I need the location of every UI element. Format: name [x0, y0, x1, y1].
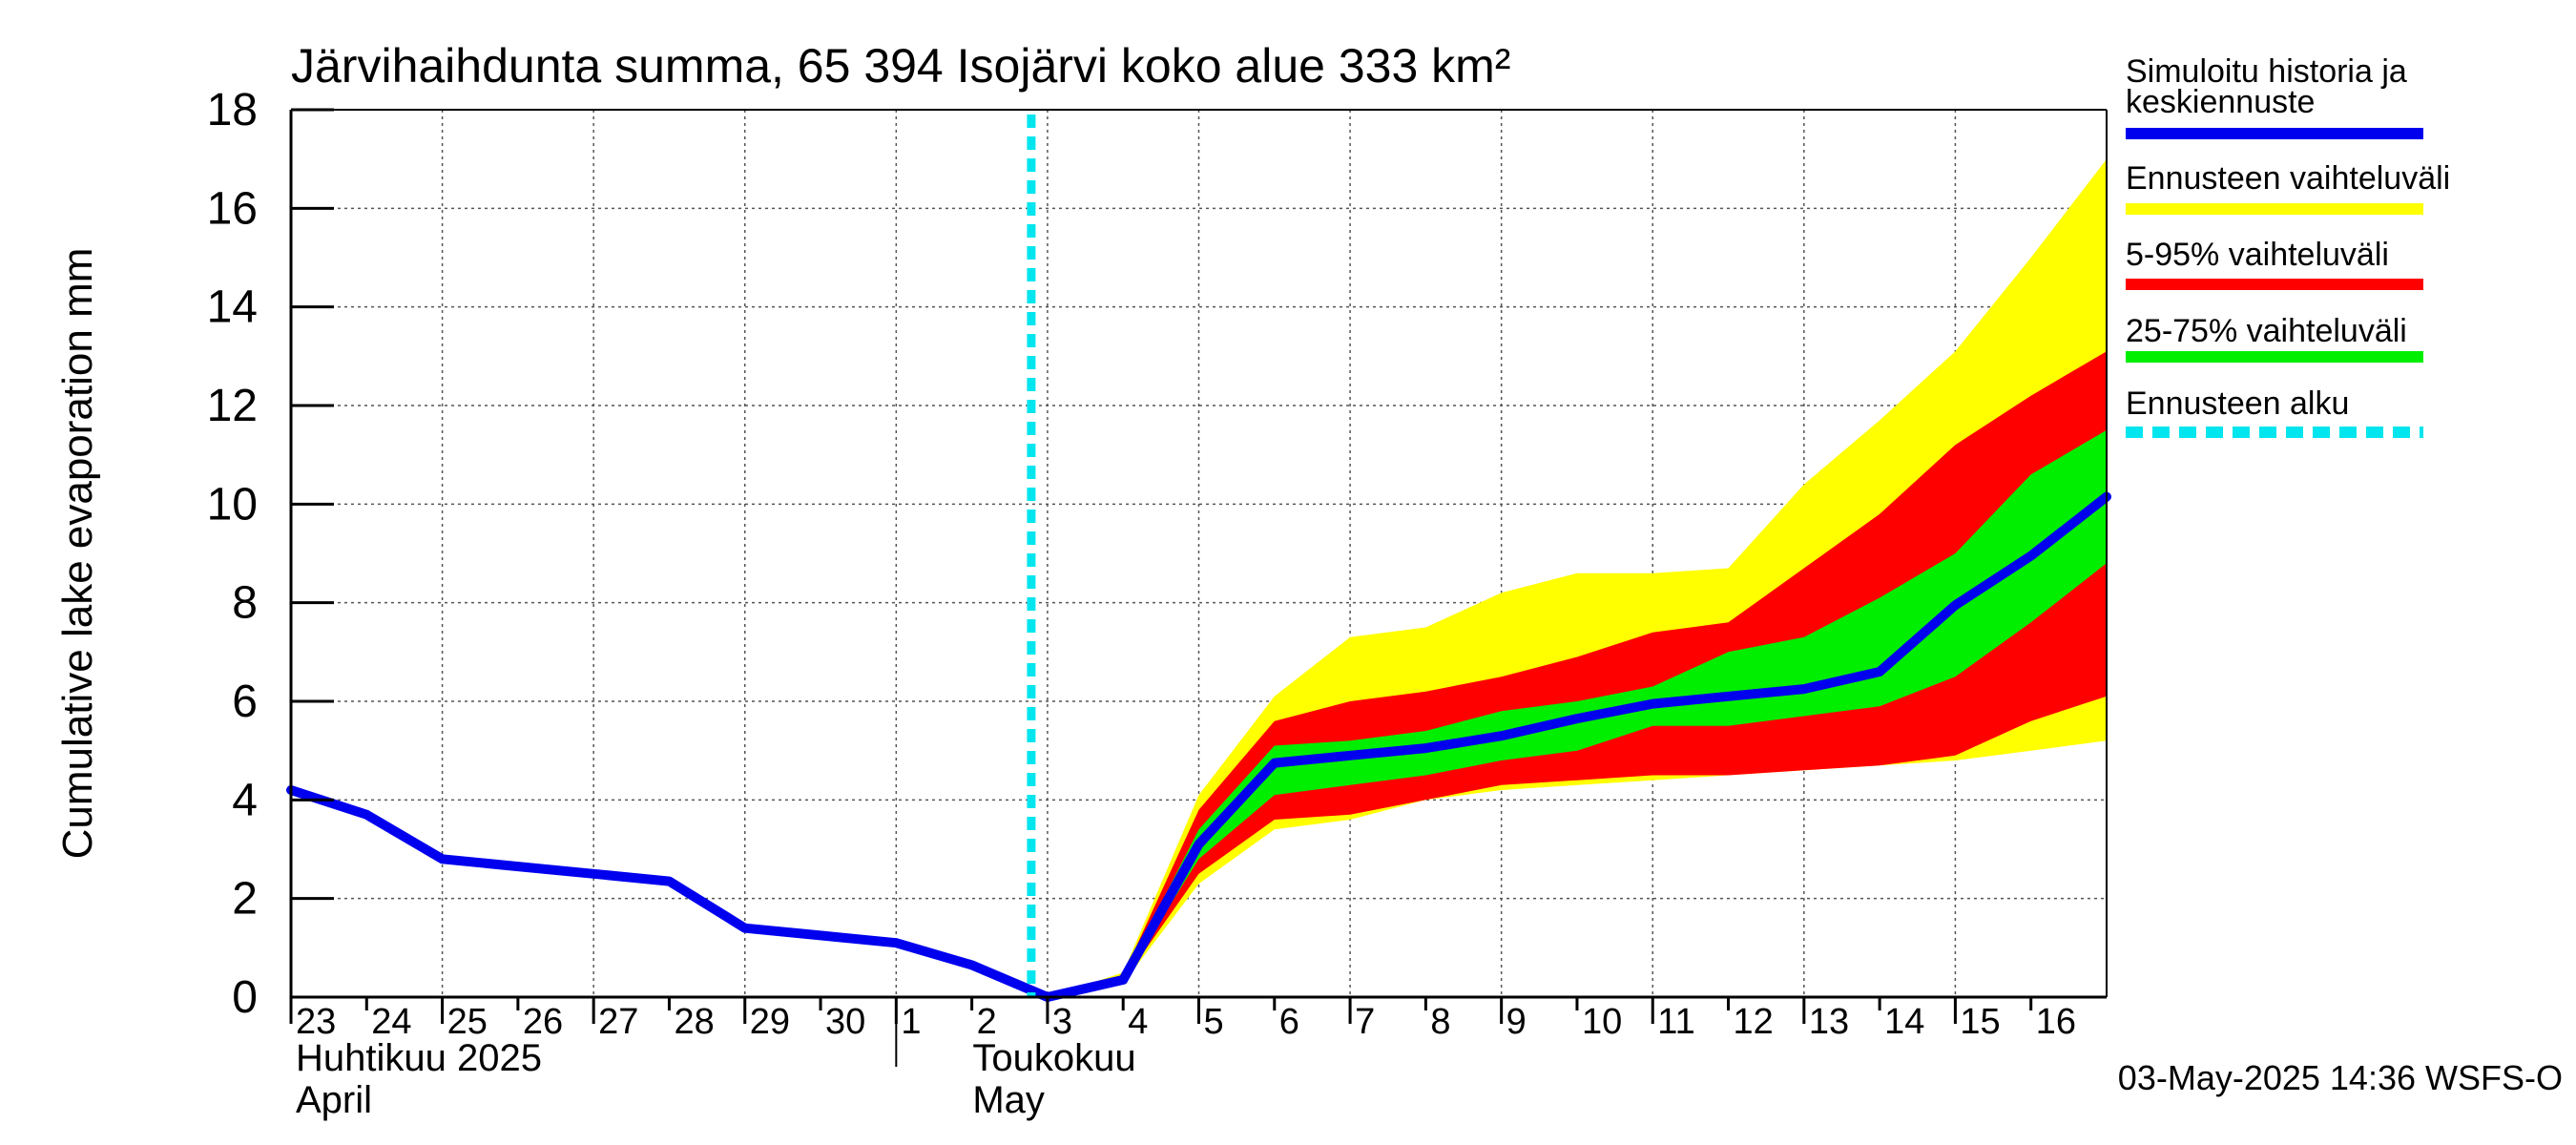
series-lines [286, 114, 2111, 1002]
y-axis-label: Cumulative lake evaporation mm [54, 248, 101, 860]
y-tick-label: 4 [232, 775, 258, 825]
y-tick-label: 12 [207, 381, 258, 431]
x-tick-label: 29 [750, 1002, 790, 1042]
x-tick-label: 26 [523, 1002, 563, 1042]
x-tick-label: 8 [1430, 1002, 1450, 1042]
y-tick-label: 16 [207, 183, 258, 234]
legend-label: Ennusteen alku [2126, 385, 2349, 422]
x-tick-label: 2 [977, 1002, 997, 1042]
x-tick-label: 30 [825, 1002, 865, 1042]
x-tick-label: 4 [1128, 1002, 1148, 1042]
x-tick-label: 9 [1506, 1002, 1527, 1042]
x-tick-label: 27 [598, 1002, 638, 1042]
x-tick-label: 23 [296, 1002, 336, 1042]
month-label-fi: Huhtikuu 2025 [296, 1037, 542, 1079]
y-tick-label: 10 [207, 479, 258, 530]
y-tick-label: 2 [232, 874, 258, 925]
y-tick-label: 14 [207, 282, 258, 333]
x-tick-label: 1 [901, 1002, 921, 1042]
y-tick-label: 6 [232, 677, 258, 727]
x-tick-label: 14 [1884, 1002, 1924, 1042]
legend-label: 5-95% vaihteluväli [2126, 237, 2389, 273]
x-tick-label: 28 [674, 1002, 714, 1042]
x-tick-label: 6 [1279, 1002, 1299, 1042]
x-tick-label: 16 [2036, 1002, 2076, 1042]
x-tick-label: 5 [1204, 1002, 1224, 1042]
y-tick-label: 0 [232, 972, 258, 1023]
band-area-1 [1047, 351, 2107, 997]
legend-label: 25-75% vaihteluväli [2126, 313, 2407, 349]
chart-title: Järvihaihdunta summa, 65 394 Isojärvi ko… [291, 39, 1510, 93]
legend-label-line2: keskiennuste [2126, 84, 2315, 120]
x-tick-label: 7 [1355, 1002, 1375, 1042]
legend-label-line1: Simuloitu historia ja [2126, 53, 2407, 90]
month-label-fi: Toukokuu [972, 1037, 1135, 1079]
x-tick-label: 15 [1960, 1002, 2000, 1042]
x-tick-label: 10 [1582, 1002, 1622, 1042]
x-tick-label: 12 [1734, 1002, 1774, 1042]
x-tick-label: 24 [371, 1002, 411, 1042]
y-tick-label: 8 [232, 578, 258, 629]
y-tick-label: 18 [207, 85, 258, 135]
band-area-2 [1047, 429, 2107, 997]
series-line-0 [286, 491, 2111, 1002]
x-tick-label: 13 [1809, 1002, 1849, 1042]
forecast-bands [1047, 158, 2107, 997]
month-label-en: May [972, 1079, 1045, 1121]
legend-label: Ennusteen vaihteluväli [2126, 160, 2450, 197]
x-tick-label: 11 [1657, 1002, 1694, 1042]
x-tick-label: 25 [447, 1002, 488, 1042]
x-tick-label: 3 [1052, 1002, 1072, 1042]
month-label-en: April [296, 1079, 372, 1121]
timestamp-footer: 03-May-2025 14:36 WSFS-O [2118, 1058, 2563, 1097]
